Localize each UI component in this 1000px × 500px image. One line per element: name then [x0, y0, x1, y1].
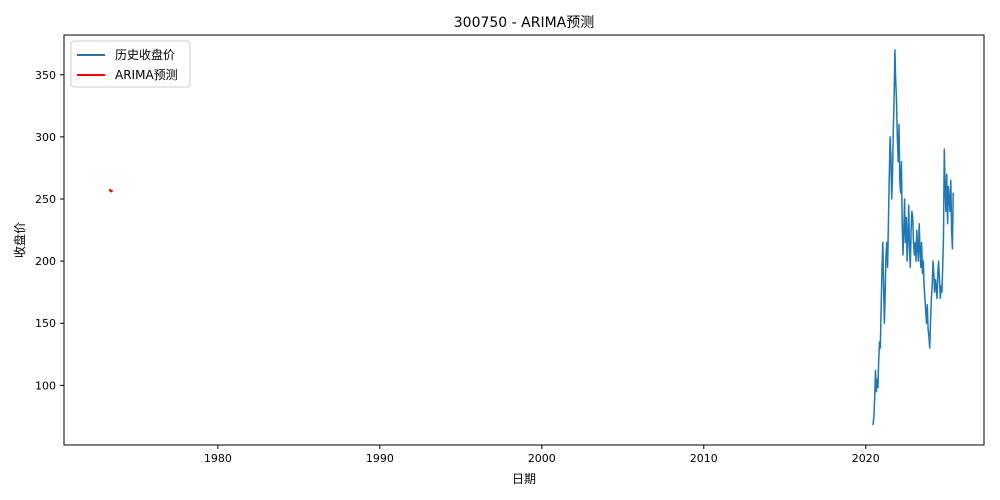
legend-label-0: 历史收盘价	[115, 47, 175, 62]
y-tick-label: 350	[35, 69, 56, 82]
y-tick-label: 300	[35, 131, 56, 144]
legend: 历史收盘价 ARIMA预测	[70, 40, 191, 88]
x-axis-label: 日期	[512, 472, 536, 486]
y-tick-label: 100	[35, 379, 56, 392]
chart-title: 300750 - ARIMA预测	[454, 15, 595, 31]
y-axis-label: 收盘价	[12, 222, 27, 258]
x-axis: 1980 1990 2000 2010 2020	[204, 445, 880, 465]
y-axis: 100 150 200 250 300 350	[35, 69, 64, 392]
x-tick-label: 1990	[366, 452, 394, 465]
plot-area	[108, 49, 954, 426]
legend-label-1: ARIMA预测	[115, 68, 178, 82]
y-tick-label: 150	[35, 317, 56, 330]
series-line-0	[872, 49, 954, 426]
x-tick-label: 2000	[528, 452, 556, 465]
x-tick-label: 2010	[690, 452, 718, 465]
y-tick-label: 250	[35, 193, 56, 206]
series-line-1	[108, 188, 114, 193]
y-tick-label: 200	[35, 255, 56, 268]
plot-frame	[63, 34, 985, 446]
x-tick-label: 2020	[852, 452, 880, 465]
x-tick-label: 1980	[204, 452, 232, 465]
